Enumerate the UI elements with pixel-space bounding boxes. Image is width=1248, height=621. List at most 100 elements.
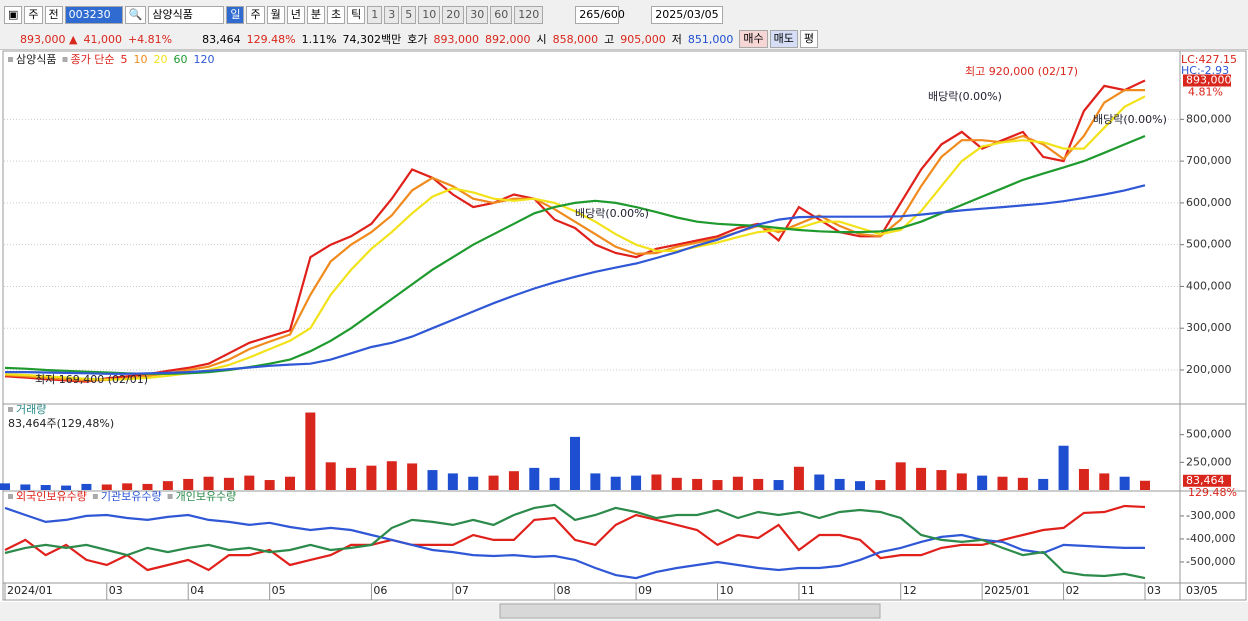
volume-bar: [610, 476, 621, 490]
volume-bar: [0, 483, 10, 490]
high-label: 고: [604, 33, 615, 46]
corner-label: HC:-2.93: [1181, 64, 1229, 77]
volume-bar: [712, 480, 723, 490]
low-label: 저: [671, 33, 682, 46]
interval-button[interactable]: 일: [226, 5, 245, 24]
count-button[interactable]: 1: [367, 5, 383, 24]
volume-bar: [977, 475, 988, 490]
interval-button[interactable]: 틱: [347, 5, 366, 24]
compare-button[interactable]: 전: [44, 5, 63, 24]
period-select[interactable]: 주: [24, 5, 43, 24]
volume-bar: [203, 476, 214, 490]
y-tick-label: -300,000: [1186, 509, 1235, 522]
volume-bar: [142, 483, 153, 490]
y-tick-label: 500,000: [1186, 238, 1232, 251]
volume-bar: [936, 470, 947, 490]
high: 905,000: [620, 32, 666, 46]
interval-button[interactable]: 월: [266, 5, 285, 24]
sell-button[interactable]: 매도: [769, 30, 798, 48]
y-tick-label: 500,000: [1186, 428, 1232, 441]
date-field[interactable]: 2025/03/05: [651, 5, 723, 24]
legend-entry: 기관보유수량: [101, 490, 162, 503]
volume-bar: [183, 478, 194, 490]
volume-bar: [956, 473, 967, 490]
x-tick-label: 05: [272, 584, 286, 597]
scroll-thumb[interactable]: [499, 603, 881, 619]
frame: [2, 50, 1247, 601]
volume-bar: [122, 483, 133, 490]
last-value: 83,464: [1186, 474, 1225, 487]
panel-title: 거래량: [16, 403, 46, 416]
search-button[interactable]: 🔍: [124, 5, 147, 24]
last-value-box: [1183, 474, 1231, 487]
volume-bar: [773, 480, 784, 490]
x-tick-label: 04: [190, 584, 204, 597]
interval-button[interactable]: 초: [326, 5, 346, 24]
interval-button[interactable]: 주: [246, 5, 265, 24]
menu-button[interactable]: ▣: [4, 5, 23, 24]
volume-bar: [1099, 473, 1110, 490]
last-value-box: [1183, 74, 1231, 87]
bid: 892,000: [485, 32, 531, 46]
legend-entry: 외국인보유수량: [16, 490, 87, 503]
volume-bar: [346, 467, 357, 490]
volume-bar: [732, 476, 743, 490]
volume: 83,464: [202, 32, 241, 46]
last-value: 893,000: [1186, 73, 1232, 86]
x-tick-label: 12: [903, 584, 917, 597]
volume-bar: [162, 481, 173, 490]
count-button[interactable]: 30: [466, 5, 489, 24]
buy-button[interactable]: 매수: [739, 30, 768, 48]
y-tick-label: -500,000: [1186, 555, 1235, 568]
series-line: [4, 79, 1146, 383]
count-button[interactable]: 60: [490, 5, 513, 24]
ask: 893,000: [433, 32, 480, 46]
amount: 74,302백만: [342, 33, 402, 46]
y-tick-label: -400,000: [1186, 532, 1235, 545]
count-button[interactable]: 3: [384, 5, 400, 24]
volume-bar: [1140, 480, 1150, 490]
toolbar: ▣ 주 전 003230 🔍 삼양식품 일 주 월 년 분 초 틱 1 3 5 …: [0, 0, 1248, 30]
annotation-low: 최저 169,400 (02/01): [35, 373, 148, 386]
range-field[interactable]: 265/600: [575, 5, 625, 24]
volume-bar: [631, 475, 642, 490]
count-button[interactable]: 20: [442, 5, 465, 24]
volume-bar: [244, 475, 255, 490]
count-button[interactable]: 120: [514, 5, 544, 24]
x-tick-label: 07: [455, 584, 469, 597]
legend-entry: 60: [173, 53, 187, 66]
turnover: 1.11%: [301, 32, 337, 46]
y-tick-label: 200,000: [1186, 363, 1232, 376]
code-input[interactable]: 003230: [64, 5, 123, 24]
interval-button[interactable]: 분: [306, 5, 325, 24]
volume-bar: [61, 485, 72, 490]
volume-bar: [814, 474, 825, 490]
avg-button[interactable]: 평: [799, 30, 819, 48]
name-field[interactable]: 삼양식품: [148, 5, 225, 24]
x-tick-label: 2025/01: [984, 584, 1030, 597]
volume-bar: [570, 436, 580, 490]
quote-bar: 893,000 ▲ 41,000 +4.81% 83,464 129.48% 1…: [0, 29, 1248, 50]
x-tick-label: 03: [1147, 584, 1161, 597]
y-tick-label: 300,000: [1186, 321, 1232, 334]
legend-box: [8, 494, 13, 499]
change: 41,000: [83, 32, 122, 46]
series-line: [4, 504, 1146, 572]
annotation: 배당락(0.00%): [928, 90, 1002, 103]
y-tick-label: 250,000: [1186, 455, 1232, 468]
count-button[interactable]: 5: [401, 5, 417, 24]
annotation-high: 최고 920,000 (02/17): [965, 65, 1078, 78]
volume-bar: [529, 467, 540, 490]
volume-bar: [20, 484, 31, 490]
last-rate: 129.48%: [1188, 486, 1237, 499]
volume-bar: [81, 483, 92, 490]
x-tick-label: 2024/01: [7, 584, 53, 597]
x-tick-label: 11: [801, 584, 815, 597]
volume-bar: [447, 473, 458, 490]
count-button[interactable]: 10: [418, 5, 441, 24]
interval-button[interactable]: 년: [286, 5, 305, 24]
volume-bar: [651, 474, 662, 490]
low: 851,000: [687, 32, 734, 46]
